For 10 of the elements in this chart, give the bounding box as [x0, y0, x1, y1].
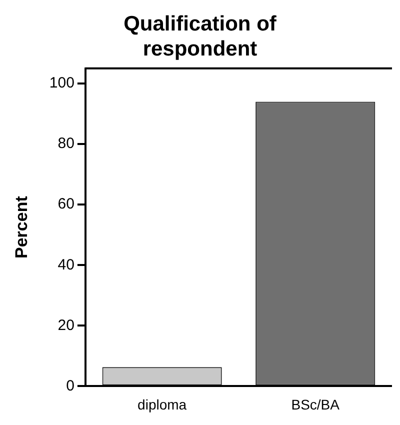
x-tick-label: BSc/BA — [291, 396, 340, 412]
y-tick-label: 100 — [49, 74, 74, 92]
y-axis-title: Percent — [12, 196, 31, 258]
x-tick-label: diploma — [138, 396, 187, 412]
y-tick-label: 20 — [58, 316, 74, 334]
y-tick-label: 80 — [58, 135, 74, 152]
y-tick-label: 60 — [58, 196, 74, 213]
y-tick-label: 40 — [58, 256, 74, 274]
chart-title: Qualification of respondent — [124, 12, 278, 61]
y-tick-label: 0 — [66, 377, 74, 394]
